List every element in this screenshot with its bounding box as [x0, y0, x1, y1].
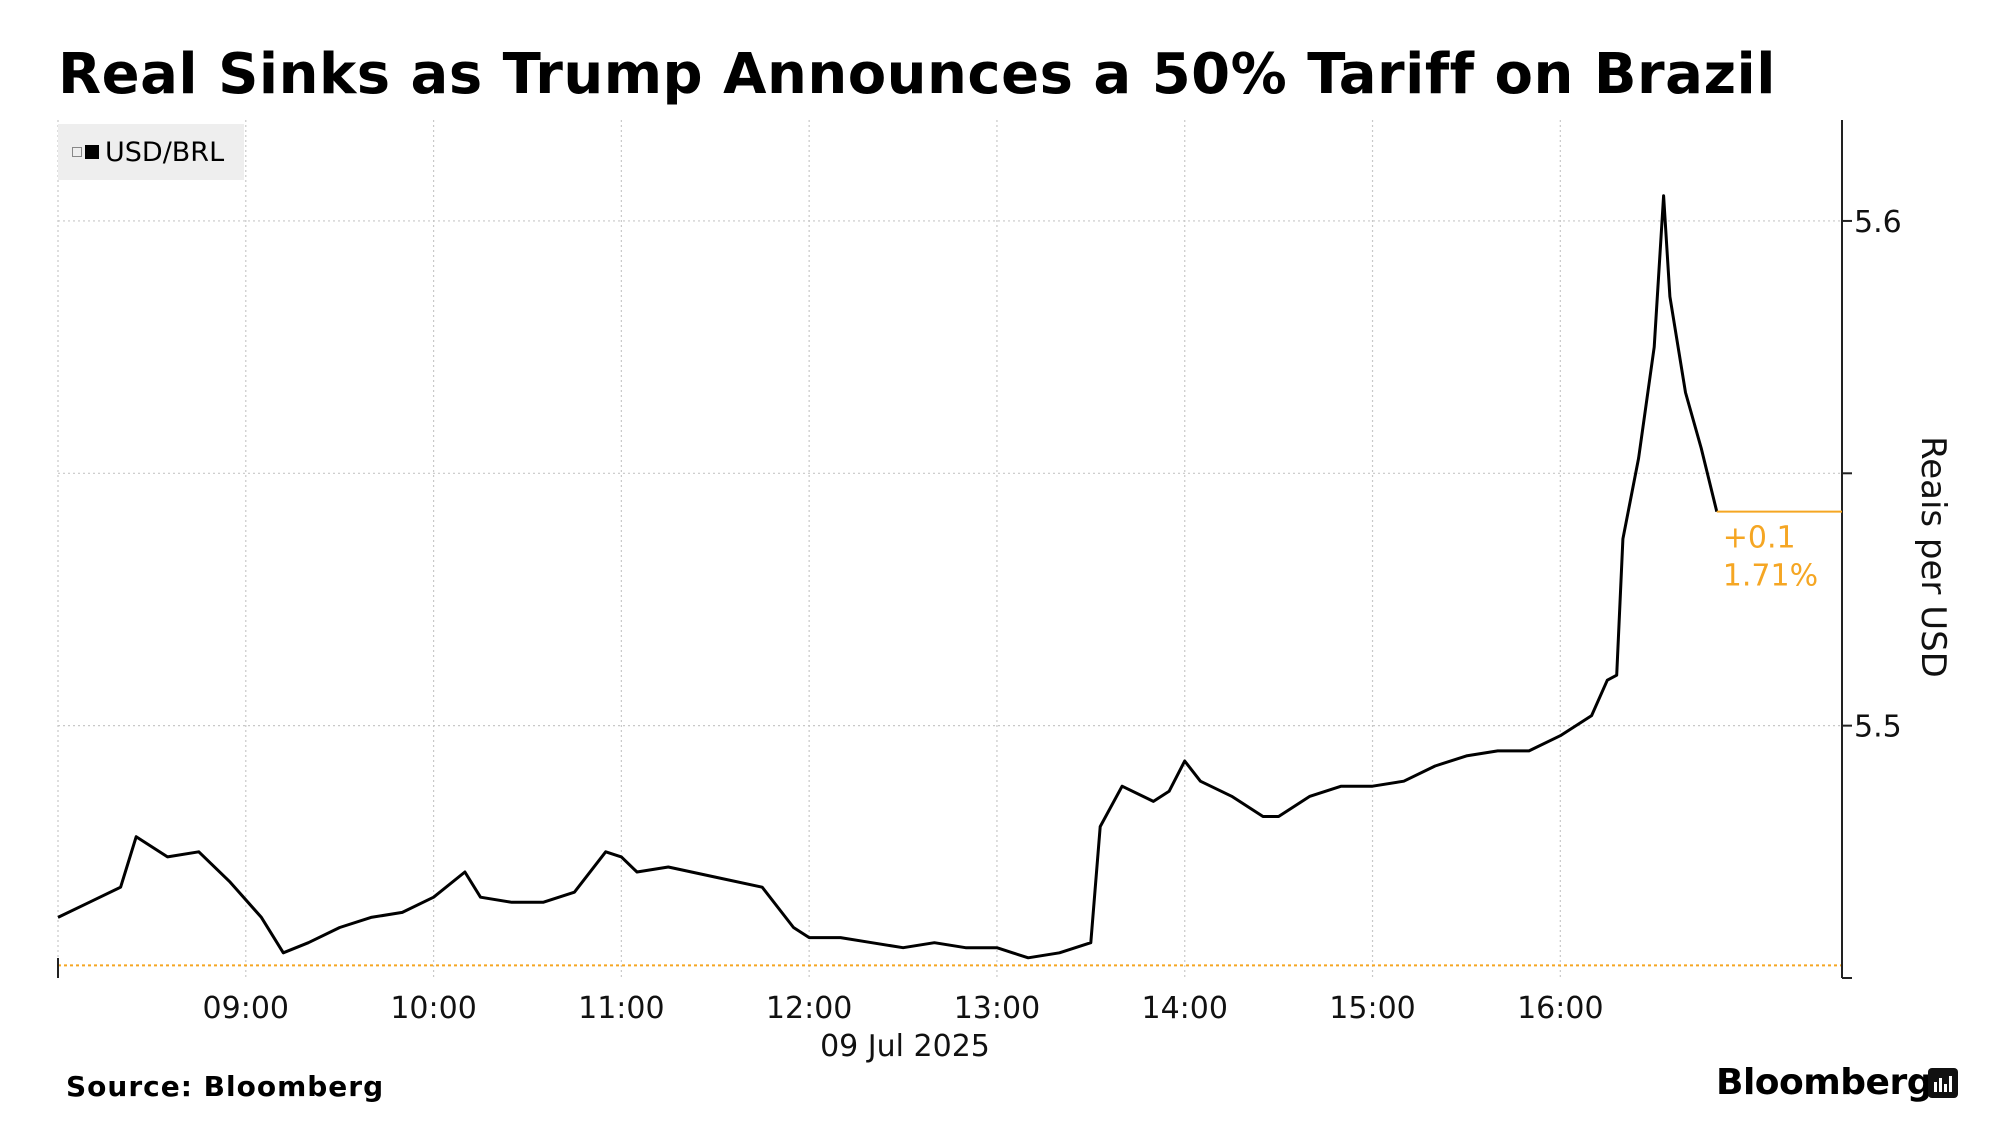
x-tick-label: 14:00: [1142, 991, 1228, 1026]
y-axis-title: Reais per USD: [1913, 436, 1953, 678]
annotations: +0.11.71%: [1716, 510, 1842, 594]
x-tick-label: 11:00: [578, 991, 664, 1026]
bloomberg-logo-icon: [1928, 1068, 1958, 1098]
grid-lines: [57, 120, 1842, 978]
change-annotation: +0.1: [1723, 521, 1796, 556]
chart-title: Real Sinks as Trump Announces a 50% Tari…: [58, 42, 1776, 107]
legend-label: USD/BRL: [105, 136, 225, 168]
y-tick-label: 5.6: [1854, 205, 1902, 240]
tick-labels: 09:00 10:00 11:00 12:00 13:00 14:00 15:00 16:00…: [203, 205, 1953, 1064]
x-tick-label: 10:00: [390, 991, 476, 1026]
series-line-usd-brl: [57, 194, 1719, 960]
series-layer: [57, 194, 1719, 960]
brand-wordmark: Bloomberg: [1716, 1062, 1932, 1103]
legend-toggle-icon[interactable]: [72, 147, 82, 157]
x-tick-label: 13:00: [954, 991, 1040, 1026]
legend-swatch: [85, 145, 99, 159]
source-note: Source: Bloomberg: [66, 1070, 385, 1103]
legend[interactable]: USD/BRL: [58, 124, 244, 180]
axes: [57, 120, 1852, 979]
x-axis-date-label: 09 Jul 2025: [820, 1029, 990, 1064]
x-tick-label: 12:00: [766, 991, 852, 1026]
percent-annotation: 1.71%: [1723, 559, 1818, 594]
x-tick-label: 15:00: [1329, 991, 1415, 1026]
y-tick-label: 5.5: [1854, 710, 1902, 745]
x-tick-label: 09:00: [203, 991, 289, 1026]
x-tick-label: 16:00: [1517, 991, 1603, 1026]
